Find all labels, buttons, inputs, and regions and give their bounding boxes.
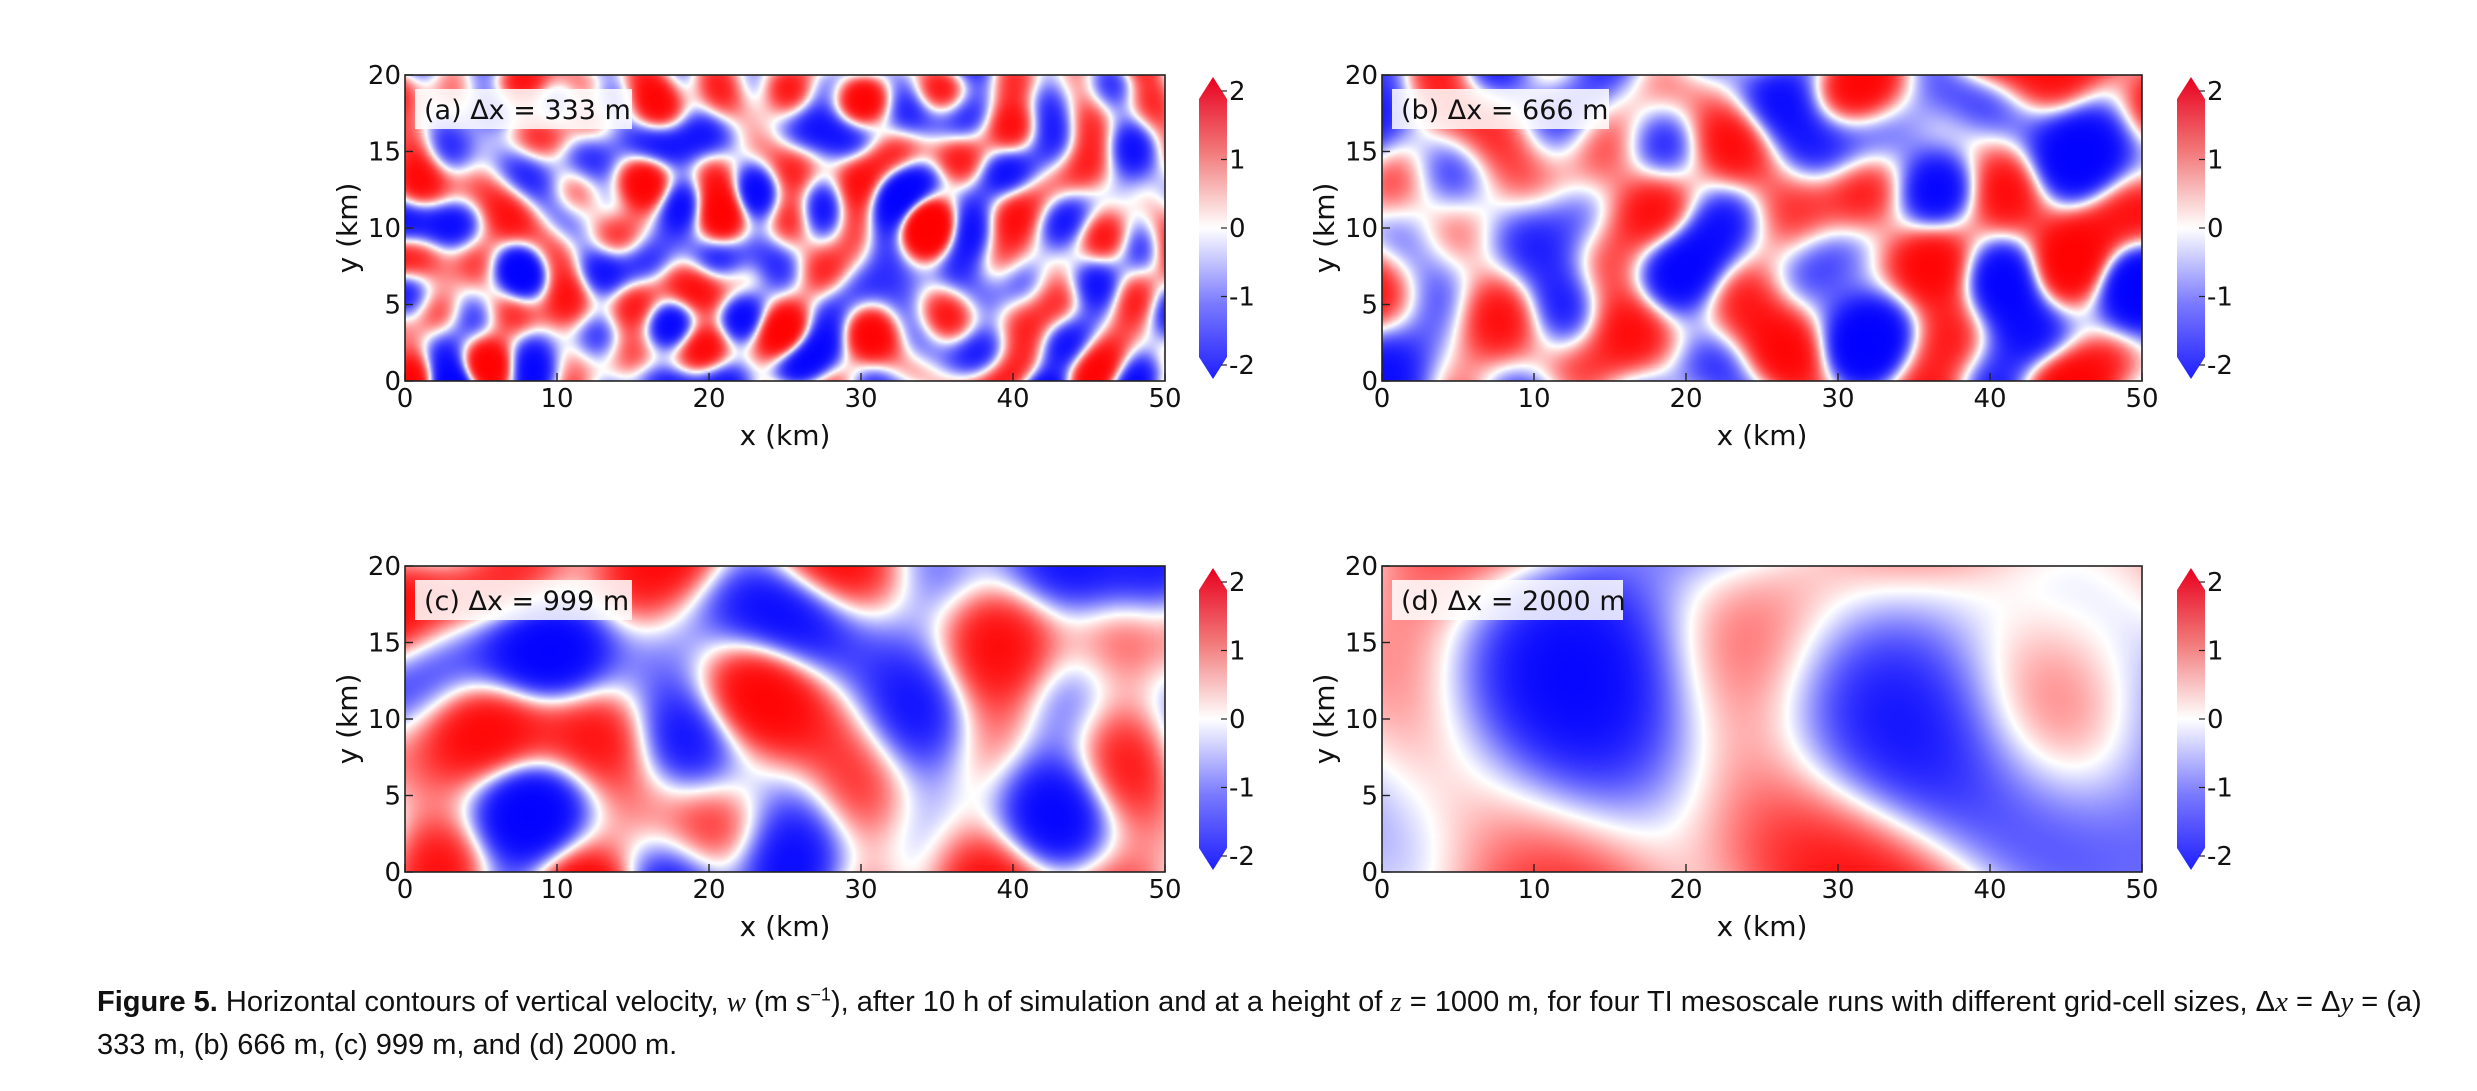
x-tick-label: 20 [692,875,725,905]
x-tick-label: 40 [996,384,1029,414]
x-tick-label: 50 [1148,384,1181,414]
y-tick-label: 5 [1361,782,1378,812]
figure-caption: Figure 5. Horizontal contours of vertica… [97,984,2422,1061]
y-tick-label: 0 [384,858,401,888]
y-tick-label: 5 [384,782,401,812]
y-tick-label: 0 [384,367,401,397]
panel-label: (d) Δx = 2000 m [1401,586,1626,617]
x-tick-label: 0 [397,384,414,414]
colorbar-tick-label: 0 [2207,214,2224,244]
panel-label: (c) Δx = 999 m [424,586,629,617]
panel-label: (a) Δx = 333 m [424,95,631,126]
colorbar-tick-label: 1 [1229,146,1246,176]
x-tick-label: 10 [540,384,573,414]
colorbar-tick-label: 2 [2207,568,2224,598]
colorbar-tick-label: -1 [2207,283,2233,313]
panel-label-box [1392,580,1623,620]
x-tick-label: 10 [1517,384,1550,414]
y-tick-label: 10 [368,214,401,244]
colorbar-gradient [1199,568,1227,870]
x-tick-label: 50 [1148,875,1181,905]
y-tick-label: 20 [1345,61,1378,91]
colorbar: 2 1 0 -1 -2 [2177,568,2233,872]
y-tick-label: 0 [1361,367,1378,397]
x-tick-label: 40 [1973,384,2006,414]
colorbar-tick-label: -2 [1229,842,1255,872]
y-tick-label: 5 [384,291,401,321]
colorbar-tick-label: -1 [1229,283,1255,313]
y-tick-label: 20 [368,552,401,582]
colorbar-tick-label: 0 [2207,705,2224,735]
y-tick-label: 15 [368,629,401,659]
y-axis-label: y (km) [331,183,364,274]
x-tick-label: 30 [1821,875,1854,905]
y-axis-label: y (km) [331,674,364,765]
colorbar-tick-label: -2 [2207,842,2233,872]
colorbar-gradient [2177,568,2205,870]
colorbar-tick-label: 2 [1229,77,1246,107]
x-axis-label: x (km) [1717,419,1808,452]
colorbar-tick-label: 1 [1229,637,1246,667]
x-tick-label: 40 [996,875,1029,905]
x-tick-label: 0 [1374,384,1391,414]
colorbar-tick-label: 1 [2207,146,2224,176]
y-axis-label: y (km) [1308,183,1341,274]
x-axis-label: x (km) [740,419,831,452]
y-tick-label: 5 [1361,291,1378,321]
x-tick-label: 30 [844,875,877,905]
y-tick-label: 10 [1345,705,1378,735]
panel-label: (b) Δx = 666 m [1401,95,1608,126]
colorbar-tick-label: 2 [1229,568,1246,598]
x-tick-label: 20 [1669,875,1702,905]
panel-label-box [415,580,632,620]
y-tick-label: 15 [1345,629,1378,659]
y-tick-label: 15 [1345,138,1378,168]
x-tick-label: 20 [692,384,725,414]
x-tick-label: 10 [1517,875,1550,905]
colorbar-tick-label: -1 [1229,774,1255,804]
y-tick-label: 15 [368,138,401,168]
x-axis-label: x (km) [740,910,831,943]
colorbar-tick-label: -1 [2207,774,2233,804]
x-tick-label: 20 [1669,384,1702,414]
x-tick-label: 30 [844,384,877,414]
colorbar: 2 1 0 -1 -2 [1199,77,1255,381]
y-tick-label: 0 [1361,858,1378,888]
y-tick-label: 20 [1345,552,1378,582]
panel-label-box [1392,89,1609,129]
colorbar: 2 1 0 -1 -2 [2177,77,2233,381]
colorbar-tick-label: -2 [2207,351,2233,381]
x-tick-label: 10 [540,875,573,905]
colorbar-tick-label: 0 [1229,705,1246,735]
x-tick-label: 50 [2125,875,2158,905]
y-tick-label: 10 [1345,214,1378,244]
figure-number: Figure 5. [97,986,218,1018]
y-tick-label: 20 [368,61,401,91]
colorbar-tick-label: 2 [2207,77,2224,107]
colorbar-gradient [2177,77,2205,379]
x-tick-label: 50 [2125,384,2158,414]
colorbar-gradient [1199,77,1227,379]
colorbar-tick-label: 0 [1229,214,1246,244]
colorbar-tick-label: -2 [1229,351,1255,381]
x-tick-label: 30 [1821,384,1854,414]
x-tick-label: 40 [1973,875,2006,905]
y-axis-label: y (km) [1308,674,1341,765]
x-tick-label: 0 [397,875,414,905]
x-tick-label: 0 [1374,875,1391,905]
x-axis-label: x (km) [1717,910,1808,943]
y-tick-label: 10 [368,705,401,735]
panel-label-box [415,89,632,129]
colorbar-tick-label: 1 [2207,637,2224,667]
colorbar: 2 1 0 -1 -2 [1199,568,1255,872]
